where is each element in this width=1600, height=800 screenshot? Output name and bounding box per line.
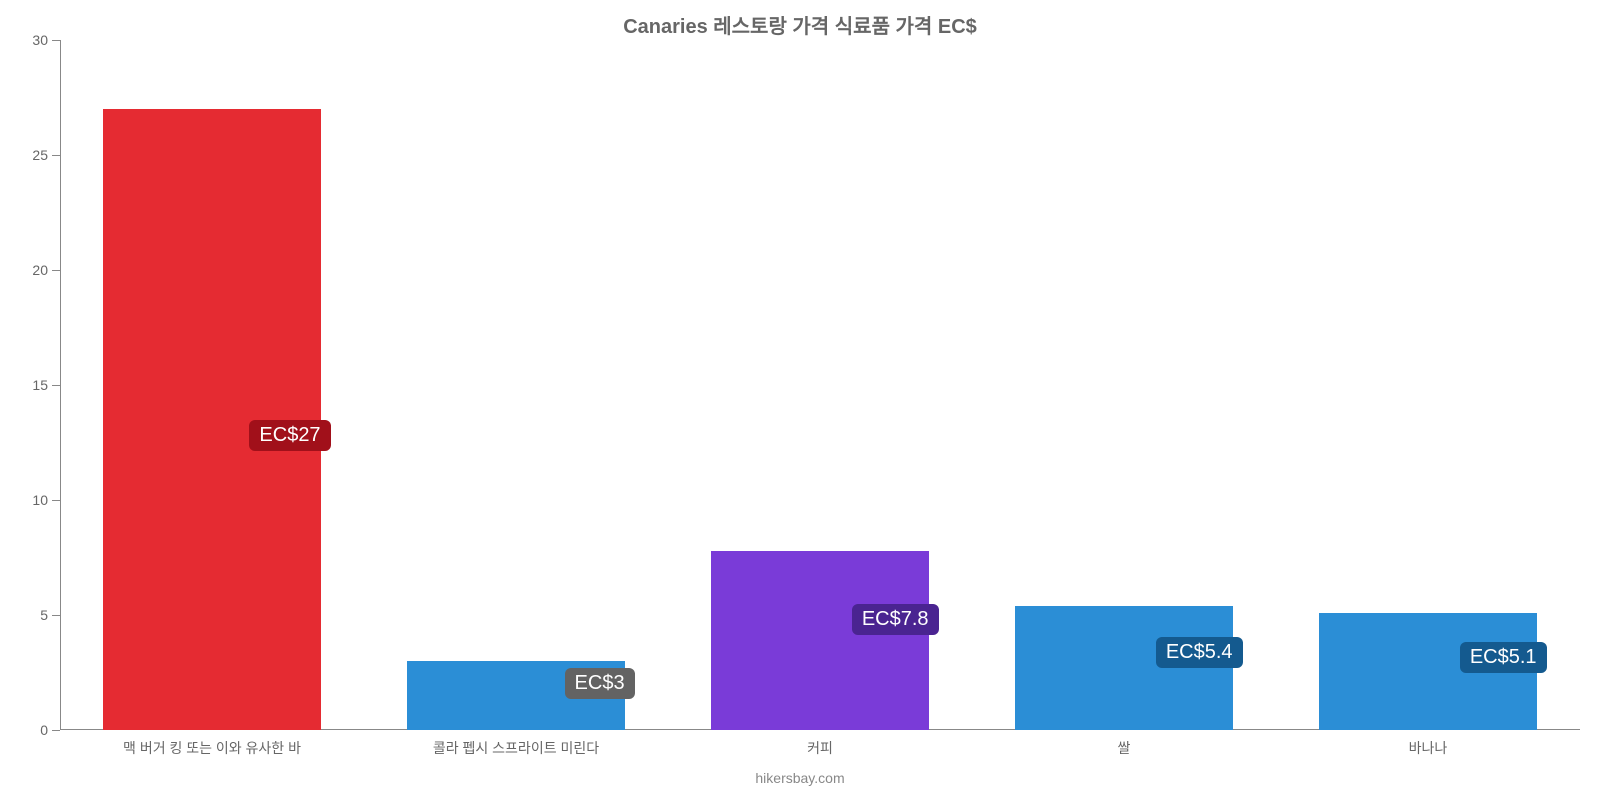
x-axis-label: 쌀: [972, 738, 1276, 758]
bar-slot: EC$7.8: [668, 40, 972, 730]
x-axis-label: 콜라 펩시 스프라이트 미린다: [364, 738, 668, 758]
bar-slot: EC$27: [60, 40, 364, 730]
y-tick-label: 20: [32, 262, 48, 278]
y-tick-label: 0: [40, 722, 48, 738]
bar-value-badge: EC$27: [249, 420, 330, 451]
bar-slot: EC$5.4: [972, 40, 1276, 730]
bars-row: EC$27 EC$3 EC$7.8 EC$5.4 EC$5.1: [60, 40, 1580, 730]
plot-area: 051015202530 EC$27EC$3EC$7.8EC$5.4EC$5.1: [60, 40, 1580, 730]
y-tick-label: 15: [32, 377, 48, 393]
y-tick-label: 25: [32, 147, 48, 163]
bar-slot: EC$5.1: [1276, 40, 1580, 730]
x-axis-label: 커피: [668, 738, 972, 758]
x-axis-labels: 맥 버거 킹 또는 이와 유사한 바콜라 펩시 스프라이트 미린다커피쌀바나나: [60, 738, 1580, 758]
bar-value-badge: EC$5.1: [1460, 642, 1547, 673]
x-axis-label: 맥 버거 킹 또는 이와 유사한 바: [60, 738, 364, 758]
bar: [711, 551, 930, 730]
bar-value-badge: EC$3: [565, 668, 635, 699]
bar-value-badge: EC$7.8: [852, 604, 939, 635]
y-tick: [52, 155, 60, 156]
bar-value-badge: EC$5.4: [1156, 637, 1243, 668]
bar: [1015, 606, 1234, 730]
y-tick: [52, 730, 60, 731]
x-axis-label: 바나나: [1276, 738, 1580, 758]
chart-caption: hikersbay.com: [0, 770, 1600, 786]
y-tick-label: 10: [32, 492, 48, 508]
y-tick: [52, 615, 60, 616]
y-tick: [52, 500, 60, 501]
bar-slot: EC$3: [364, 40, 668, 730]
price-bar-chart: Canaries 레스토랑 가격 식료품 가격 EC$ 0 5 10 15 20 25 30…: [0, 0, 1600, 800]
chart-title: Canaries 레스토랑 가격 식료품 가격 EC$: [0, 10, 1600, 39]
y-tick: [52, 40, 60, 41]
y-tick-label: 5: [40, 607, 48, 623]
y-tick-label: 30: [32, 32, 48, 48]
y-tick: [52, 385, 60, 386]
y-tick: [52, 270, 60, 271]
